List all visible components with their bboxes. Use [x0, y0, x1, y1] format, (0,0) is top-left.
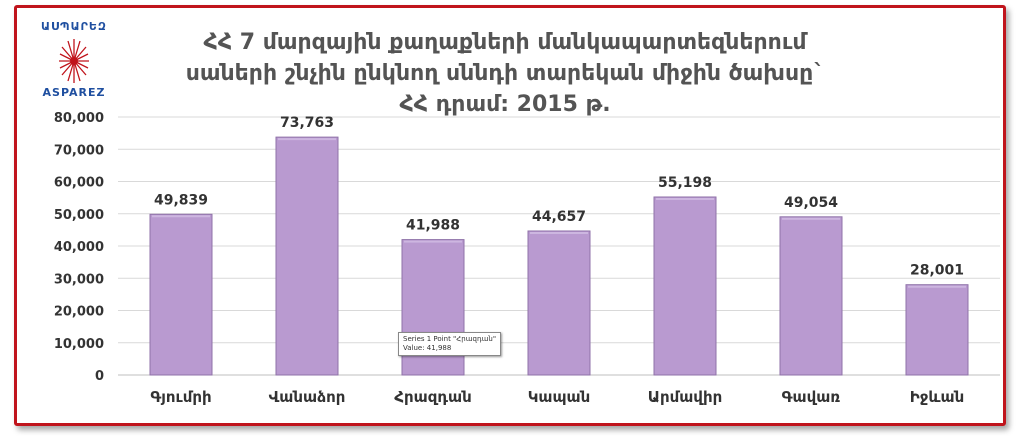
y-tick-label: 70,000	[54, 143, 104, 158]
bar-highlight	[530, 231, 588, 234]
x-tick-label: Կապան	[528, 388, 591, 406]
data-label: 41,988	[406, 218, 460, 234]
y-tick-label: 20,000	[54, 305, 104, 320]
data-label: 73,763	[280, 115, 334, 131]
x-tick-label: Իջևան	[910, 388, 964, 406]
chart-title-line-1: ՀՀ 7 մարզային քաղաքների մանկապարտեզներու…	[203, 30, 807, 55]
data-label: 49,839	[154, 192, 208, 208]
bar-highlight	[404, 240, 462, 243]
bar[interactable]	[653, 196, 717, 376]
starburst-icon	[59, 39, 89, 83]
chart-title-line-3: ՀՀ դրամ: 2015 թ.	[399, 92, 611, 117]
x-tick-label: Արմավիր	[648, 388, 722, 406]
y-tick-label: 10,000	[54, 337, 104, 352]
x-tick-label: Գավառ	[782, 388, 841, 406]
bar-highlight	[782, 217, 840, 220]
y-tick-label: 60,000	[54, 176, 104, 191]
chart-title-line-2: սաների շնչին ընկնող սննդի տարեկան միջին …	[185, 61, 825, 86]
y-tick-label: 30,000	[54, 272, 104, 287]
bar-highlight	[656, 197, 714, 200]
logo-armenian-text: ԱՍՊԱՐԵԶ	[41, 20, 107, 33]
x-tick-label: Վանաձոր	[269, 388, 346, 406]
logo-latin-text: ASPAREZ	[42, 86, 106, 99]
x-tick-label: Հրազդան	[394, 388, 471, 406]
data-point-tooltip: Series 1 Point "Հրազդան" Value: 41,988	[398, 332, 502, 356]
x-tick-label: Գյումրի	[150, 388, 211, 406]
data-label: 55,198	[658, 175, 712, 191]
bar[interactable]	[527, 230, 591, 376]
y-tick-label: 80,000	[54, 111, 104, 126]
chart-title: ՀՀ 7 մարզային քաղաքների մանկապարտեզներու…	[150, 27, 860, 120]
bar-highlight	[152, 215, 210, 218]
y-tick-label: 50,000	[54, 208, 104, 223]
data-label: 44,657	[532, 209, 586, 225]
data-label: 49,054	[784, 195, 838, 211]
bar-highlight	[278, 138, 336, 141]
bar[interactable]	[149, 213, 213, 376]
data-label: 28,001	[910, 263, 964, 279]
bar[interactable]	[905, 284, 969, 376]
tooltip-series-point: Series 1 Point "Հրազդան"	[403, 335, 497, 343]
bar-highlight	[908, 285, 966, 288]
y-tick-label: 40,000	[54, 240, 104, 255]
tooltip-value: Value: 41,988	[403, 344, 452, 352]
y-tick-label: 0	[95, 369, 104, 384]
bar[interactable]	[779, 216, 843, 376]
asparez-logo: ԱՍՊԱՐԵԶ ASPAREZ	[26, 20, 122, 106]
bar[interactable]	[275, 136, 339, 376]
